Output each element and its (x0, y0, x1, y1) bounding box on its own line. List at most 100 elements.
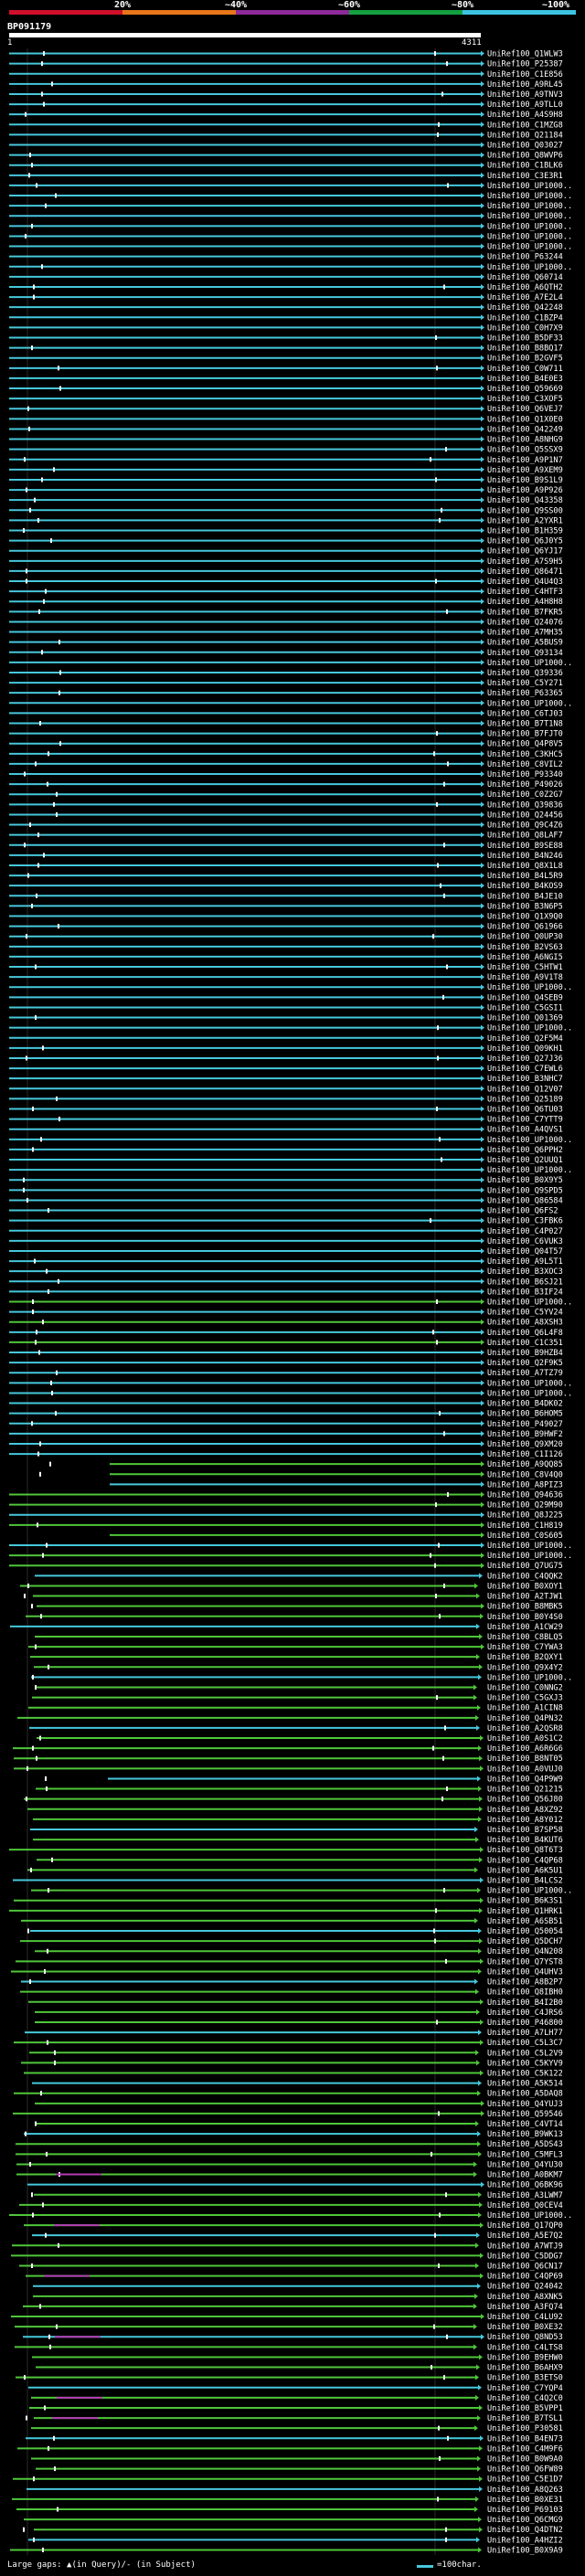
hit-label[interactable]: UniRef100_C0Z2G7 (487, 790, 563, 800)
hit-label[interactable]: UniRef100_B4E0E3 (487, 375, 563, 384)
hit-label[interactable]: UniRef100_Q9X4Y2 (487, 1663, 563, 1672)
hit-label[interactable]: UniRef100_A9QQ85 (487, 1460, 563, 1469)
hit-label[interactable]: UniRef100_A9P1N7 (487, 456, 563, 465)
hit-label[interactable]: UniRef100_Q04T57 (487, 1247, 563, 1256)
hit-label[interactable]: UniRef100_Q8J225 (487, 1511, 563, 1521)
hit-label[interactable]: UniRef100_P30581 (487, 2424, 563, 2433)
hit-label[interactable]: UniRef100_B3IF24 (487, 1288, 563, 1297)
hit-label[interactable]: UniRef100_Q60714 (487, 273, 563, 282)
hit-label[interactable]: UniRef100_C5KYV9 (487, 2059, 563, 2068)
hit-label[interactable]: UniRef100_B4I2B0 (487, 1998, 563, 2008)
hit-label[interactable]: UniRef100_C5L3C7 (487, 2039, 563, 2048)
hit-label[interactable]: UniRef100_UP1000.. (487, 1166, 572, 1175)
hit-label[interactable]: UniRef100_C4LTS8 (487, 2343, 563, 2352)
hit-label[interactable]: UniRef100_Q9SS00 (487, 506, 563, 515)
hit-label[interactable]: UniRef100_A9L5T1 (487, 1257, 563, 1267)
hit-label[interactable]: UniRef100_P25387 (487, 60, 563, 69)
hit-label[interactable]: UniRef100_UP1000.. (487, 1673, 572, 1682)
hit-label[interactable]: UniRef100_C8BLQ5 (487, 1633, 563, 1642)
hit-label[interactable]: UniRef100_C4JRS6 (487, 2009, 563, 2018)
hit-label[interactable]: UniRef100_A2QSR8 (487, 1724, 563, 1733)
hit-label[interactable]: UniRef100_Q39336 (487, 669, 563, 678)
hit-label[interactable]: UniRef100_C3E3R1 (487, 172, 563, 181)
hit-label[interactable]: UniRef100_B9WK13 (487, 2130, 563, 2139)
hit-label[interactable]: UniRef100_Q7YST8 (487, 1957, 563, 1966)
hit-label[interactable]: UniRef100_Q43358 (487, 496, 563, 505)
hit-label[interactable]: UniRef100_A8Q263 (487, 2486, 563, 2495)
hit-label[interactable]: UniRef100_C4Q2C0 (487, 2394, 563, 2403)
hit-label[interactable]: UniRef100_P46800 (487, 2019, 563, 2028)
hit-label[interactable]: UniRef100_C8VIL2 (487, 760, 563, 769)
hit-label[interactable]: UniRef100_Q21215 (487, 1786, 563, 1795)
hit-label[interactable]: UniRef100_C5MFL3 (487, 2150, 563, 2159)
hit-label[interactable]: UniRef100_A7S9H5 (487, 557, 563, 567)
hit-label[interactable]: UniRef100_A6K5U1 (487, 1866, 563, 1875)
hit-label[interactable]: UniRef100_C5GXJ3 (487, 1694, 563, 1703)
hit-label[interactable]: UniRef100_C5E1D7 (487, 2475, 563, 2485)
hit-label[interactable]: UniRef100_C3FBK6 (487, 1217, 563, 1226)
hit-label[interactable]: UniRef100_A8PIZ3 (487, 1480, 563, 1489)
hit-label[interactable]: UniRef100_C4VT14 (487, 2120, 563, 2129)
hit-label[interactable]: UniRef100_Q86584 (487, 1196, 563, 1205)
hit-label[interactable]: UniRef100_A3LWM7 (487, 2191, 563, 2200)
hit-label[interactable]: UniRef100_Q12V07 (487, 1085, 563, 1094)
hit-label[interactable]: UniRef100_A4QVS1 (487, 1126, 563, 1135)
hit-label[interactable]: UniRef100_B4EN73 (487, 2434, 563, 2443)
hit-label[interactable]: UniRef100_Q6TU03 (487, 1106, 563, 1115)
hit-label[interactable]: UniRef100_C7EWL6 (487, 1065, 563, 1074)
hit-label[interactable]: UniRef100_B7SP58 (487, 1826, 563, 1835)
hit-label[interactable]: UniRef100_Q42248 (487, 303, 563, 313)
hit-label[interactable]: UniRef100_C3XOF5 (487, 395, 563, 404)
hit-label[interactable]: UniRef100_Q4YUJ3 (487, 2100, 563, 2109)
hit-label[interactable]: UniRef100_B2QXY1 (487, 1653, 563, 1662)
hit-label[interactable]: UniRef100_Q4P9W9 (487, 1775, 563, 1784)
hit-label[interactable]: UniRef100_C1C351 (487, 1339, 563, 1348)
hit-label[interactable]: UniRef100_A7LH77 (487, 2029, 563, 2038)
hit-label[interactable]: UniRef100_A5BUS9 (487, 639, 563, 648)
hit-label[interactable]: UniRef100_A7MH35 (487, 629, 563, 638)
hit-label[interactable]: UniRef100_A1CW29 (487, 1623, 563, 1632)
hit-label[interactable]: UniRef100_Q50054 (487, 1927, 563, 1936)
hit-label[interactable]: UniRef100_A7TZ79 (487, 1369, 563, 1378)
hit-label[interactable]: UniRef100_C1H819 (487, 1521, 563, 1531)
hit-label[interactable]: UniRef100_B2VS63 (487, 943, 563, 952)
hit-label[interactable]: UniRef100_C3KHC5 (487, 750, 563, 759)
hit-label[interactable]: UniRef100_UP1000.. (487, 1542, 572, 1551)
hit-label[interactable]: UniRef100_C4QP68 (487, 1856, 563, 1865)
hit-label[interactable]: UniRef100_Q39836 (487, 800, 563, 810)
hit-label[interactable]: UniRef100_B6HOM5 (487, 1410, 563, 1419)
hit-label[interactable]: UniRef100_A9RL45 (487, 80, 563, 90)
hit-label[interactable]: UniRef100_B6K3S1 (487, 1897, 563, 1906)
hit-label[interactable]: UniRef100_P49027 (487, 1420, 563, 1429)
hit-label[interactable]: UniRef100_B8BQ17 (487, 345, 563, 354)
hit-label[interactable]: UniRef100_Q25189 (487, 1095, 563, 1104)
hit-label[interactable]: UniRef100_C4M9F6 (487, 2444, 563, 2454)
hit-label[interactable]: UniRef100_C7YWA3 (487, 1643, 563, 1652)
hit-label[interactable]: UniRef100_UP1000.. (487, 192, 572, 201)
hit-label[interactable]: UniRef100_Q24042 (487, 2283, 563, 2292)
hit-label[interactable]: UniRef100_C0S605 (487, 1532, 563, 1541)
hit-label[interactable]: UniRef100_B0X9Y5 (487, 1176, 563, 1185)
hit-label[interactable]: UniRef100_Q5DCH7 (487, 1937, 563, 1946)
hit-label[interactable]: UniRef100_A5DAQ8 (487, 2090, 563, 2099)
hit-label[interactable]: UniRef100_C5Y271 (487, 679, 563, 688)
hit-label[interactable]: UniRef100_UP1000.. (487, 202, 572, 211)
hit-label[interactable]: UniRef100_A8B2P7 (487, 1978, 563, 1988)
hit-label[interactable]: UniRef100_A8XZ92 (487, 1806, 563, 1815)
hit-label[interactable]: UniRef100_C8V4Q0 (487, 1470, 563, 1479)
hit-label[interactable]: UniRef100_C7YQP4 (487, 2384, 563, 2393)
hit-label[interactable]: UniRef100_C4QQK2 (487, 1572, 563, 1581)
hit-label[interactable]: UniRef100_C5GSI1 (487, 1003, 563, 1012)
hit-label[interactable]: UniRef100_Q24076 (487, 618, 563, 627)
hit-label[interactable]: UniRef100_Q6VEJ7 (487, 405, 563, 414)
hit-label[interactable]: UniRef100_Q6CMG9 (487, 2516, 563, 2525)
hit-label[interactable]: UniRef100_UP1000.. (487, 243, 572, 252)
hit-label[interactable]: UniRef100_UP1000.. (487, 699, 572, 708)
hit-label[interactable]: UniRef100_A0BKM7 (487, 2171, 563, 2180)
hit-label[interactable]: UniRef100_B3N6P5 (487, 902, 563, 911)
hit-label[interactable]: UniRef100_Q59546 (487, 2110, 563, 2119)
hit-label[interactable]: UniRef100_UP1000.. (487, 1379, 572, 1388)
hit-label[interactable]: UniRef100_Q4N208 (487, 1947, 563, 1956)
hit-label[interactable]: UniRef100_B4LCS2 (487, 1877, 563, 1886)
hit-label[interactable]: UniRef100_A5K514 (487, 2080, 563, 2089)
